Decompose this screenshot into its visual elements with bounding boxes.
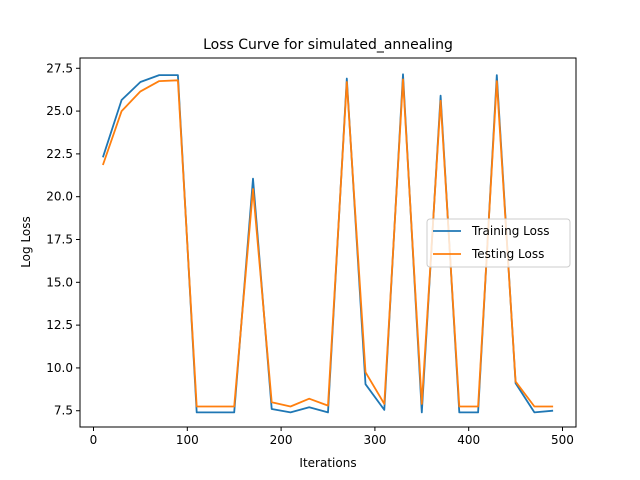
chart-title: Loss Curve for simulated_annealing bbox=[203, 37, 453, 53]
x-tick-label: 0 bbox=[90, 433, 98, 447]
y-tick-label: 27.5 bbox=[46, 61, 73, 75]
series-layer bbox=[102, 73, 554, 414]
x-tick-label: 500 bbox=[551, 433, 574, 447]
y-tick-label: 25.0 bbox=[46, 104, 73, 118]
y-tick-label: 12.5 bbox=[46, 318, 73, 332]
y-axis-label: Log Loss bbox=[19, 216, 33, 268]
x-tick-label: 100 bbox=[176, 433, 199, 447]
legend: Training Loss Testing Loss bbox=[426, 218, 571, 268]
y-tick-label: 15.0 bbox=[46, 275, 73, 289]
legend-box bbox=[426, 218, 571, 268]
series-line-testing-loss bbox=[102, 78, 554, 408]
x-tick-label: 300 bbox=[363, 433, 386, 447]
y-tick-label: 10.0 bbox=[46, 361, 73, 375]
legend-label-testing-loss: Testing Loss bbox=[471, 247, 544, 261]
y-tick-label: 22.5 bbox=[46, 147, 73, 161]
plot-area: 0 100 200 300 400 500 7.5 10.0 12.5 15.0 17.5 20.0… bbox=[46, 57, 577, 447]
x-axis-label: Iterations bbox=[299, 456, 356, 470]
x-axis-ticks: 0 100 200 300 400 500 bbox=[90, 427, 574, 447]
y-tick-label: 7.5 bbox=[54, 404, 73, 418]
x-tick-label: 200 bbox=[270, 433, 293, 447]
series-line-training-loss bbox=[102, 73, 554, 414]
y-tick-label: 17.5 bbox=[46, 233, 73, 247]
axes-frame bbox=[79, 57, 577, 428]
y-axis-ticks: 7.5 10.0 12.5 15.0 17.5 20.0 22.5 25.0 27.5 bbox=[46, 61, 80, 418]
y-tick-label: 20.0 bbox=[46, 190, 73, 204]
legend-label-training-loss: Training Loss bbox=[471, 224, 549, 238]
x-tick-label: 400 bbox=[457, 433, 480, 447]
